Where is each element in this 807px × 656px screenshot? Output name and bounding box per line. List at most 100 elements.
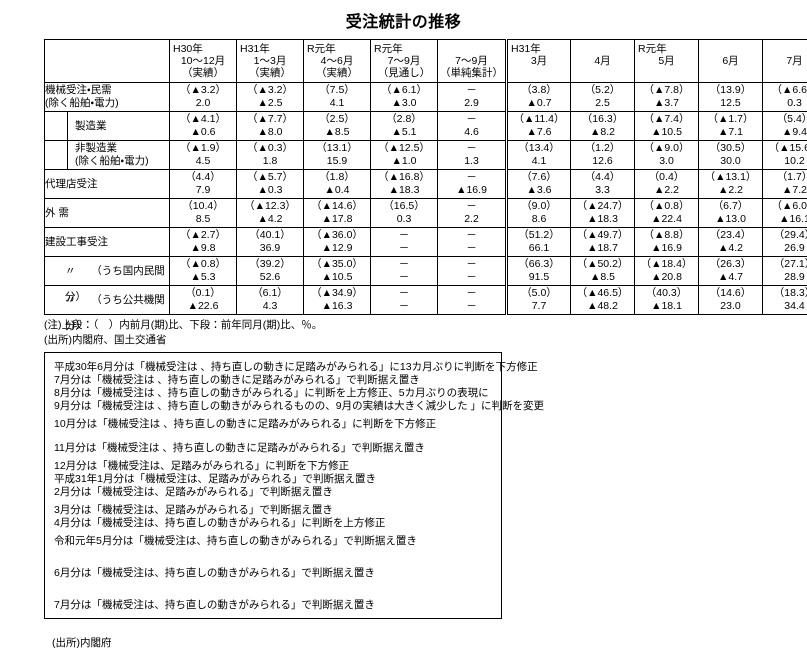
cell-value-mom: （▲15.6）	[768, 142, 807, 154]
table-cell: （13.1） 15.9	[303, 140, 371, 170]
table-cell: （0.1） ▲22.6	[169, 285, 237, 315]
cell-value-mom: （▲0.8）	[643, 200, 690, 212]
header-era-7: R元年	[638, 43, 667, 55]
cell-value-mom: （▲50.2）	[576, 258, 629, 270]
cell-value-yoy: 36.9	[259, 242, 281, 254]
cell-value-yoy: ▲8.5	[324, 126, 350, 138]
table-cell: （3.8） ▲0.7	[505, 82, 571, 112]
cell-value-mom: －	[466, 84, 477, 96]
row-label-line1: 建設工事受注	[45, 236, 108, 248]
header-era-3: R元年	[374, 43, 403, 55]
cell-value-yoy: ▲18.3	[587, 213, 618, 225]
table-notes: (注)上段：（ ）内前月(期)比、下段：前年同月(期)比、％。 (出所)内閣府、…	[44, 318, 322, 348]
row-label: 代理店受注	[44, 169, 170, 199]
cell-value-mom: （▲13.1）	[704, 171, 757, 183]
table-cell: （▲16.8） ▲18.3	[370, 169, 438, 199]
cell-value-mom: （16.5）	[383, 200, 425, 212]
table-cell: （27.1）28.9	[762, 256, 807, 286]
table-row: 非製造業 (除く船舶・電力) （▲1.9） 4.5 （▲0.3） 1.8 （13.1） 15.…	[44, 140, 807, 170]
cell-value-yoy: ▲16.9	[456, 184, 487, 196]
cell-value-yoy: ▲7.1	[718, 126, 743, 138]
cell-value-yoy: 8.6	[531, 213, 547, 225]
table-cell: － 4.6	[437, 111, 507, 141]
row-label-line1: 非製造業	[75, 142, 117, 154]
header-kind-3: （見通し）	[377, 67, 431, 79]
table-source-line: (出所)内閣府、国土交通省	[44, 334, 167, 346]
cell-value-mom: －	[466, 258, 477, 270]
row-label-line1: 〃 （うち公共機関分）	[65, 294, 165, 332]
cell-value-yoy: 26.9	[784, 242, 805, 254]
cell-value-mom: （▲7.8）	[643, 84, 690, 96]
table-cell: （29.4）26.9	[762, 227, 807, 257]
table-cell: （▲0.8） ▲22.4	[634, 198, 699, 228]
cell-value-yoy: 28.9	[784, 271, 805, 283]
cell-value-yoy: －	[466, 300, 477, 312]
cell-value-yoy: 2.9	[464, 97, 479, 109]
table-cell: （▲2.7） ▲9.8	[169, 227, 237, 257]
table-cell: － 2.9	[437, 82, 507, 112]
cell-value-yoy: 2.2	[464, 213, 479, 225]
cell-value-yoy: 4.1	[329, 97, 345, 109]
table-cell: （▲7.7） ▲8.0	[236, 111, 304, 141]
cell-value-mom: （4.4）	[185, 171, 221, 183]
cell-value-mom: （▲35.0）	[311, 258, 363, 270]
cell-value-mom: （7.5）	[319, 84, 355, 96]
cell-value-mom: （▲11.4）	[513, 113, 565, 125]
cell-value-yoy: ▲4.2	[718, 242, 743, 254]
table-cell: （▲8.8） ▲16.9	[634, 227, 699, 257]
cell-value-yoy: ▲3.0	[391, 97, 417, 109]
cell-value-yoy: －	[466, 242, 477, 254]
table-cell: （51.2） 66.1	[505, 227, 571, 257]
cell-value-mom: （4.4）	[584, 171, 621, 183]
row-label-line1: 製造業	[75, 119, 107, 132]
row-label-line2: (除く船舶・電力)	[75, 155, 149, 167]
table-cell: （5.2） 2.5	[570, 82, 635, 112]
cell-value-yoy: ▲18.1	[651, 300, 682, 312]
cell-value-mom: （▲16.8）	[378, 171, 430, 183]
cell-value-yoy: －	[398, 271, 410, 283]
cell-value-mom: （▲46.5）	[576, 287, 629, 299]
row-label-line1: 代理店受注	[45, 178, 98, 190]
cell-value-mom: －	[466, 113, 477, 125]
cell-value-mom: （▲1.7）	[707, 113, 754, 125]
table-cell: （6.7） ▲13.0	[698, 198, 763, 228]
cell-value-yoy: 0.3	[396, 213, 412, 225]
table-cell: （▲6.1） ▲3.0	[370, 82, 438, 112]
table-cell: （23.4） ▲4.2	[698, 227, 763, 257]
cell-value-mom: （▲4.1）	[180, 113, 226, 125]
commentary-line: 12月分は「機械受注は、足踏みがみられる」に判断を下方修正	[54, 460, 350, 472]
table-cell: （▲4.1） ▲0.6	[169, 111, 237, 141]
cell-value-mom: －	[466, 142, 477, 154]
header-period-1: 1～3月	[253, 55, 287, 67]
cell-value-mom: （23.4）	[709, 229, 752, 241]
cell-value-mom: （▲34.9）	[311, 287, 363, 299]
header-col-2: R元年 4～6月 （実績）	[303, 39, 371, 83]
cell-value-mom: （▲7.7）	[247, 113, 293, 125]
table-cell: －－	[437, 285, 507, 315]
cell-value-mom: （6.7）	[712, 200, 749, 212]
commentary-line: 平成30年6月分は「機械受注は 、持ち直しの動きに足踏みがみられる」に13カ月ぶ…	[54, 361, 538, 373]
cell-value-yoy: 7.9	[195, 184, 211, 196]
table-cell: － 2.2	[437, 198, 507, 228]
cell-value-mom: －	[466, 171, 477, 183]
cell-value-mom: （▲6.1）	[381, 84, 427, 96]
row-label-line2: (除く船舶・電力)	[45, 97, 119, 109]
commentary-line: 3月分は「機械受注は、足踏みがみられる」で判断据え置き	[54, 504, 333, 516]
table-cell: － ▲16.9	[437, 169, 507, 199]
cell-value-mom: （0.1）	[185, 287, 221, 299]
commentary-line: 令和元年5月分は「機械受注は、持ち直しの動きがみられる」で判断据え置き	[54, 535, 417, 547]
cell-value-yoy: ▲4.7	[718, 271, 743, 283]
cell-value-mom: （6.1）	[252, 287, 288, 299]
cell-value-yoy: ▲20.8	[651, 271, 682, 283]
cell-value-yoy: ▲0.4	[324, 184, 350, 196]
cell-value-mom: －	[466, 200, 477, 212]
header-row: H30年 10～12月 （実績） H31年 1～3月 （実績） R元年 4～6月…	[44, 39, 807, 83]
cell-value-mom: （40.3）	[645, 287, 688, 299]
table-cell: （▲6.6）0.3	[762, 82, 807, 112]
cell-value-mom: （7.6）	[521, 171, 557, 183]
table-cell: （7.6） ▲3.6	[505, 169, 571, 199]
cell-value-yoy: 10.2	[784, 155, 805, 167]
cell-value-mom: （▲3.2）	[180, 84, 226, 96]
row-label-line1: 〃 （うち国内民間分）	[65, 265, 165, 303]
commentary-line: 平成31年1月分は「機械受注は、足踏みがみられる」で判断据え置き	[54, 473, 377, 485]
